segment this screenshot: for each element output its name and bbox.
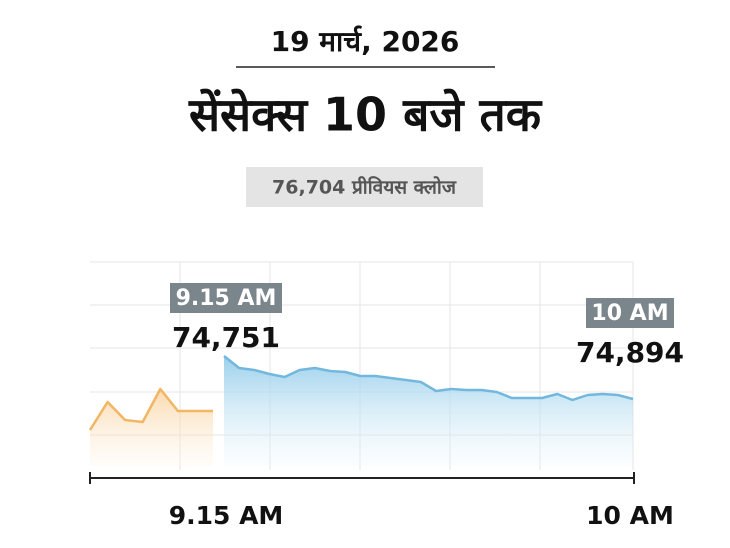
annotation-box: [586, 298, 674, 328]
annotation-label: 9.15 AM: [176, 286, 277, 311]
x-label: 10 AM: [586, 501, 674, 530]
annotation-text: 74,894: [576, 336, 684, 369]
area-fill: [90, 389, 213, 466]
annotation-box: [170, 283, 282, 313]
date: 19 मार्च, 2026: [271, 25, 460, 58]
annotation-label: 10 AM: [591, 301, 668, 326]
subtitle-box: [246, 167, 483, 207]
subtitle: 76,704 प्रीवियस क्लोज: [272, 176, 457, 199]
area-line: [88, 387, 213, 431]
annotation-text: 74,751: [172, 321, 280, 354]
x-label: 9.15 AM: [169, 501, 284, 530]
area-line: [223, 355, 634, 402]
area-fill: [224, 356, 633, 466]
chart-title: सेंसेक्स 10 बजे तक: [188, 88, 543, 142]
